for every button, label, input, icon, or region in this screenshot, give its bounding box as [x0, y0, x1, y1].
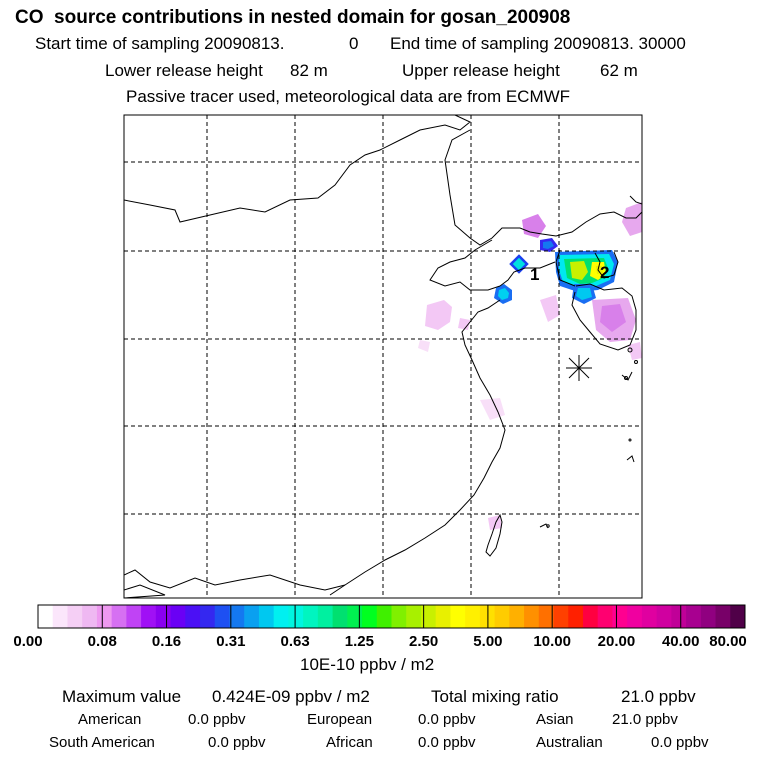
end-time-label: End time of sampling 20090813. 30000	[390, 34, 686, 53]
colorbar-cell	[214, 605, 230, 628]
lower-release-label: Lower release height	[105, 61, 263, 80]
colorbar-cell	[671, 605, 687, 628]
colorbar-cell	[420, 605, 437, 628]
colorbar-cell	[244, 605, 260, 628]
start-time-label: Start time of sampling 20090813.	[35, 34, 285, 53]
south-american-label: South American	[49, 734, 155, 751]
colorbar-cell	[303, 605, 319, 628]
colorbar-cell	[582, 605, 599, 628]
tracer-note: Passive tracer used, meteorological data…	[126, 87, 571, 106]
colorbar-cell	[229, 605, 245, 628]
african-value: 0.0 ppbv	[418, 734, 476, 751]
colorbar-cell	[362, 605, 378, 628]
asian-value: 21.0 ppbv	[612, 711, 678, 728]
african-label: African	[326, 734, 373, 751]
colorbar-cell	[612, 605, 628, 628]
european-label: European	[307, 711, 373, 728]
colorbar-separators	[101, 605, 682, 628]
australian-value: 0.0 ppbv	[651, 734, 709, 751]
colorbar-cell	[273, 605, 289, 628]
lat-lon-grid	[124, 115, 642, 598]
colorbar-cell	[170, 605, 186, 628]
upper-release-value: 62 m	[600, 61, 638, 80]
colorbar-cell	[258, 605, 275, 628]
colorbar-tick-label: 0.63	[280, 633, 310, 650]
concentration-field	[418, 202, 642, 530]
colorbar-cell	[494, 605, 510, 628]
star-marker-icon	[566, 355, 592, 381]
asian-label: Asian	[536, 711, 574, 728]
colorbar-cell	[155, 605, 172, 628]
colorbar-cell	[538, 605, 555, 628]
colorbar-cell	[200, 605, 216, 628]
colorbar-cell	[524, 605, 540, 628]
colorbar-cell	[465, 605, 481, 628]
colorbar-cell	[686, 605, 702, 628]
colorbar-cell	[435, 605, 451, 628]
european-value: 0.0 ppbv	[418, 711, 476, 728]
max-value: 0.424E-09 ppbv / m2	[212, 687, 370, 706]
coastlines	[124, 115, 642, 598]
max-value-label: Maximum value	[62, 687, 182, 706]
plot-title: CO source contributions in nested domain…	[15, 7, 571, 28]
start-time-hour: 0	[349, 34, 359, 53]
colorbar-tick-label: 40.00	[661, 633, 700, 650]
colorbar-tick-label: 20.00	[597, 633, 636, 650]
colorbar-cell	[111, 605, 127, 628]
map-frame	[123, 114, 643, 599]
colorbar-cell	[509, 605, 525, 628]
colorbar-tick-label: 5.00	[473, 633, 503, 650]
colorbar-tick-label: 1.25	[344, 633, 374, 650]
colorbar-tick-label: 80.00	[709, 633, 747, 650]
colorbar-cell	[332, 605, 348, 628]
site-label-1: 1	[530, 265, 539, 284]
colorbar-tick-label: 10.00	[533, 633, 571, 650]
lower-release-value: 82 m	[290, 61, 328, 80]
colorbar-tick-label: 2.50	[409, 633, 439, 650]
colorbar-tick-label: 0.08	[87, 633, 117, 650]
colorbar-cell	[568, 605, 584, 628]
colorbar-units: 10E-10 ppbv / m2	[300, 655, 435, 674]
australian-label: Australian	[536, 734, 603, 751]
colorbar-cell	[126, 605, 142, 628]
site-label-2: 2	[600, 263, 609, 282]
colorbar-cell	[597, 605, 613, 628]
colorbar-cell	[406, 605, 422, 628]
colorbar-cell	[627, 605, 643, 628]
upper-release-label: Upper release height	[402, 61, 560, 80]
colorbar-cell	[67, 605, 83, 628]
american-label: American	[78, 711, 142, 728]
colorbar-cell	[347, 605, 363, 628]
colorbar-cell	[376, 605, 392, 628]
colorbar-cell	[641, 605, 658, 628]
colorbar-cell	[656, 605, 672, 628]
colorbar-tick-label: 0.16	[151, 633, 182, 650]
total-mixing-label: Total mixing ratio	[431, 687, 559, 706]
colorbar-cell	[288, 605, 304, 628]
colorbar-cell	[82, 605, 98, 628]
colorbar-tick-label: 0.00	[13, 633, 43, 650]
total-mixing-value: 21.0 ppbv	[621, 687, 696, 706]
american-value: 0.0 ppbv	[188, 711, 246, 728]
colorbar-cell	[391, 605, 407, 628]
island-outlines	[546, 347, 638, 528]
colorbar-cell	[553, 605, 569, 628]
colorbar-cell	[715, 605, 731, 628]
colorbar-cell	[450, 605, 466, 628]
south-american-value: 0.0 ppbv	[208, 734, 266, 751]
colorbar-cell	[38, 605, 54, 628]
colorbar-cell	[96, 605, 113, 628]
colorbar-tick-label: 0.31	[216, 633, 246, 650]
colorbar-cell	[52, 605, 68, 628]
colorbar-cell	[730, 605, 746, 628]
colorbar-cell	[317, 605, 334, 628]
colorbar-cells	[38, 605, 746, 628]
colorbar-frame	[37, 604, 746, 629]
colorbar-cell	[185, 605, 201, 628]
colorbar-cell	[700, 605, 717, 628]
colorbar-cell	[141, 605, 157, 628]
